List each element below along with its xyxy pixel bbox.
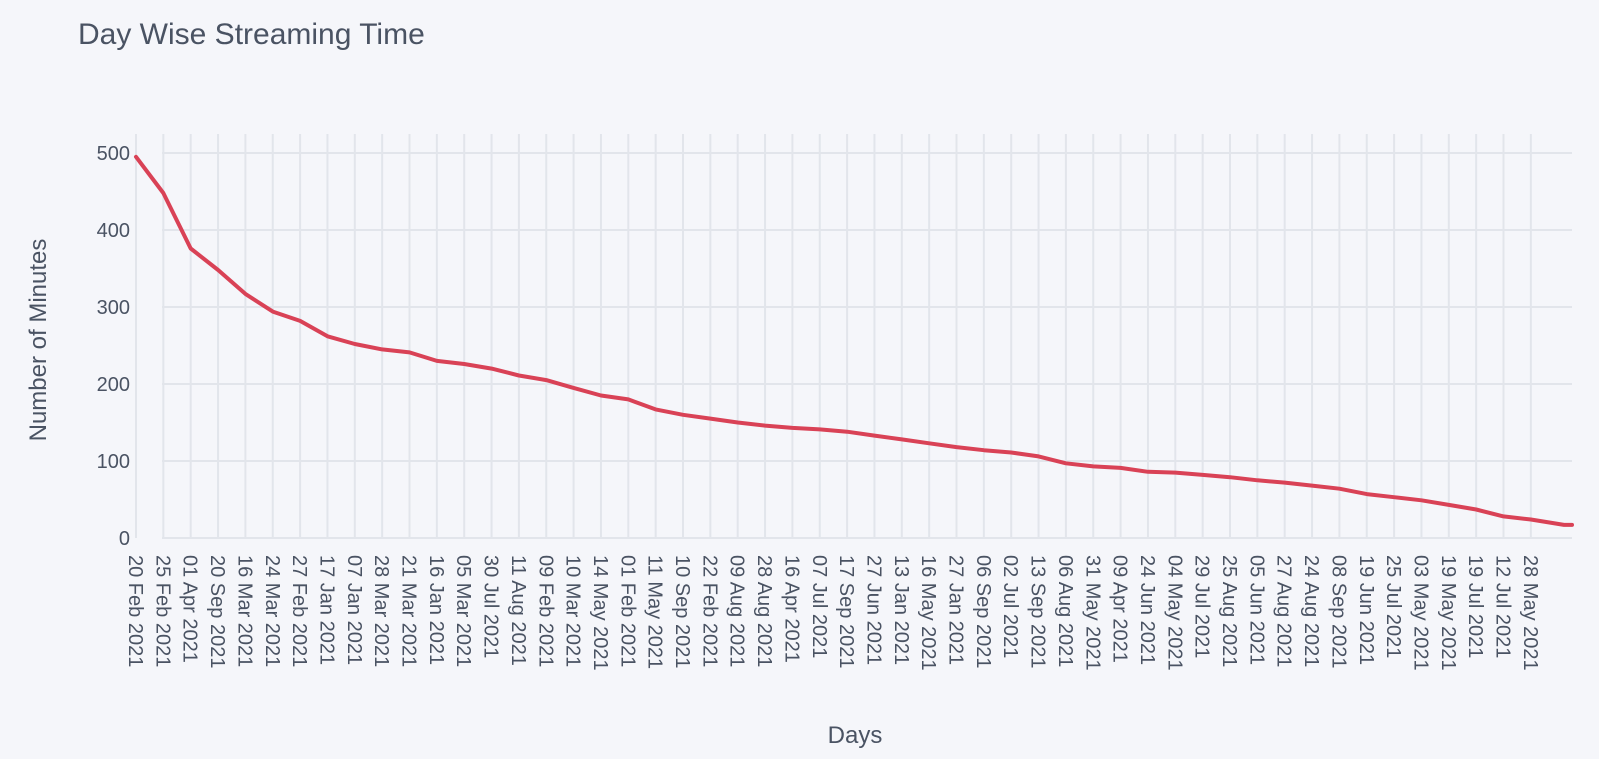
x-tick-label: 05 Jun 2021: [1245, 555, 1267, 665]
x-tick-label: 27 Feb 2021: [288, 555, 310, 667]
x-tick-label: 10 Mar 2021: [562, 555, 584, 667]
x-tick-label: 27 Aug 2021: [1273, 555, 1295, 667]
x-tick-label: 28 Mar 2021: [370, 555, 392, 667]
x-tick-label: 21 Mar 2021: [398, 555, 420, 667]
x-tick-label: 13 Sep 2021: [1027, 555, 1049, 668]
x-tick-label: 09 Feb 2021: [534, 555, 556, 667]
x-tick-label: 10 Sep 2021: [671, 555, 693, 668]
x-tick-label: 11 May 2021: [644, 555, 666, 669]
x-tick-label: 16 Mar 2021: [233, 555, 255, 667]
x-tick-label: 17 Sep 2021: [835, 555, 857, 668]
grid-layer: [135, 134, 1572, 539]
x-tick-label: 20 Sep 2021: [206, 555, 228, 668]
x-tick-label: 30 Jul 2021: [480, 555, 502, 658]
x-tick-label: 02 Jul 2021: [999, 555, 1021, 658]
x-tick-label: 20 Feb 2021: [124, 555, 146, 667]
x-tick-label: 03 May 2021: [1409, 555, 1431, 671]
x-tick-label: 24 Aug 2021: [1300, 555, 1322, 667]
x-tick-label: 25 Feb 2021: [151, 555, 173, 667]
x-tick-label: 27 Jan 2021: [945, 555, 967, 665]
y-tick-label: 200: [97, 374, 130, 396]
x-tick-label: 01 Apr 2021: [179, 555, 201, 663]
y-tick-label: 100: [97, 451, 130, 473]
x-tick-label: 09 Aug 2021: [726, 555, 748, 667]
x-tick-label: 08 Sep 2021: [1327, 555, 1349, 668]
x-tick-label: 25 Aug 2021: [1218, 555, 1240, 667]
x-tick-label: 12 Jul 2021: [1492, 555, 1514, 658]
x-tick-label: 24 Mar 2021: [261, 555, 283, 667]
chart-title: Day Wise Streaming Time: [78, 18, 425, 51]
x-tick-label: 16 May 2021: [917, 555, 939, 671]
x-tick-label: 07 Jul 2021: [808, 555, 830, 658]
x-tick-label: 27 Jun 2021: [862, 555, 884, 665]
x-tick-label: 09 Apr 2021: [1109, 555, 1131, 663]
x-tick-label: 07 Jan 2021: [343, 555, 365, 665]
x-tick-label: 25 Jul 2021: [1382, 555, 1404, 658]
x-tick-label: 29 Jul 2021: [1191, 555, 1213, 658]
y-tick-label: 500: [97, 143, 130, 165]
x-tick-label: 19 May 2021: [1437, 555, 1459, 671]
x-tick-label: 05 Mar 2021: [452, 555, 474, 667]
x-tick-label: 17 Jan 2021: [315, 555, 337, 665]
x-tick-label: 19 Jun 2021: [1355, 555, 1377, 665]
x-axis-ticks: 20 Feb 2021 25 Feb 2021 01 Apr 2021 20 Sep …: [124, 555, 1541, 671]
x-tick-label: 24 Jun 2021: [1136, 555, 1158, 665]
x-tick-label: 19 Jul 2021: [1464, 555, 1486, 658]
y-tick-label: 400: [97, 220, 130, 242]
y-axis-ticks: 0 100 200 300 400 500: [97, 143, 130, 550]
x-tick-label: 14 May 2021: [589, 555, 611, 671]
x-tick-label: 16 Apr 2021: [780, 555, 802, 663]
x-tick-label: 28 May 2021: [1519, 555, 1541, 671]
x-tick-label: 28 Aug 2021: [753, 555, 775, 667]
x-tick-label: 22 Feb 2021: [698, 555, 720, 667]
y-tick-label: 0: [119, 528, 130, 550]
x-tick-label: 06 Aug 2021: [1054, 555, 1076, 667]
y-tick-label: 300: [97, 297, 130, 319]
x-tick-label: 13 Jan 2021: [890, 555, 912, 665]
x-tick-label: 01 Feb 2021: [616, 555, 638, 667]
series-line: [134, 154, 1574, 527]
x-tick-label: 31 May 2021: [1081, 555, 1103, 671]
y-axis-label: Number of Minutes: [25, 239, 52, 442]
x-axis-label: Days: [828, 722, 883, 749]
x-tick-label: 16 Jan 2021: [425, 555, 447, 665]
x-tick-label: 06 Sep 2021: [972, 555, 994, 668]
x-tick-label: 04 May 2021: [1163, 555, 1185, 671]
x-tick-label: 11 Aug 2021: [507, 555, 529, 666]
